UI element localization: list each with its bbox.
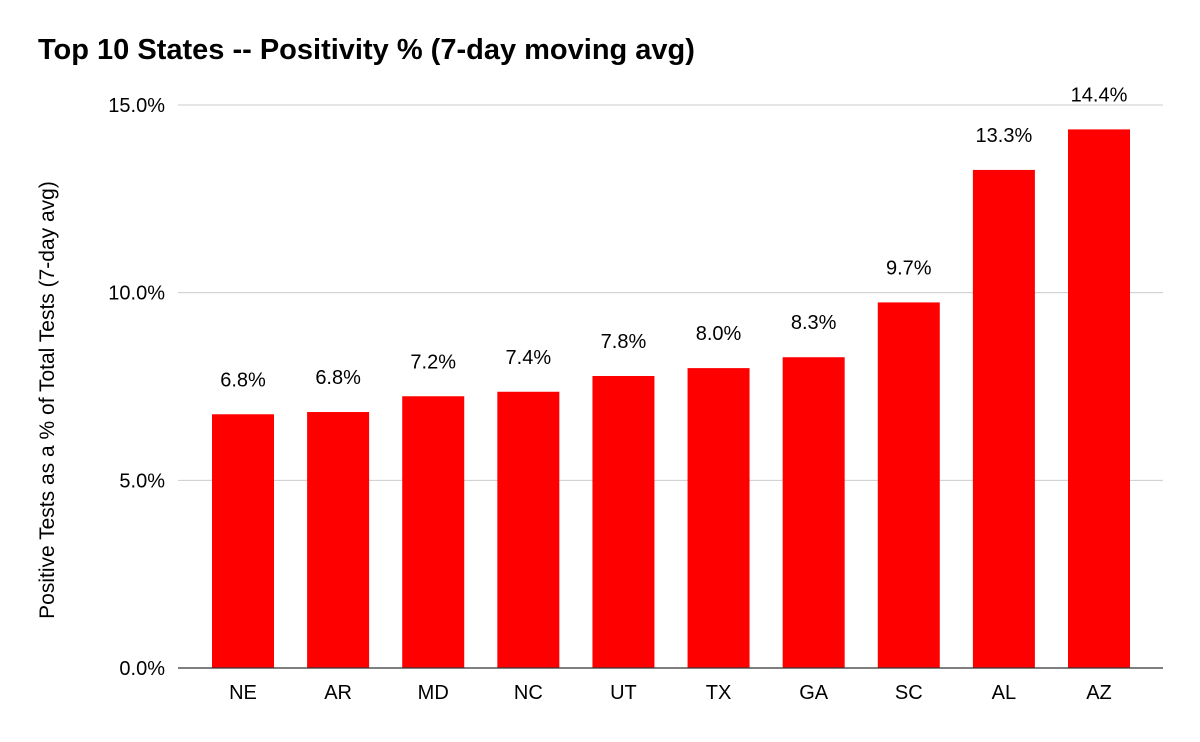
- bar-sc: [877, 302, 940, 668]
- data-label-nc: 7.4%: [506, 347, 552, 369]
- x-tick-label-az: AZ: [1086, 682, 1112, 704]
- data-label-ut: 7.8%: [601, 331, 647, 353]
- bar-ga: [782, 357, 845, 668]
- data-label-tx: 8.0%: [696, 323, 742, 345]
- chart-title: Top 10 States -- Positivity % (7-day mov…: [38, 34, 695, 66]
- y-tick-label: 5.0%: [119, 470, 165, 492]
- x-tick-label-md: MD: [418, 682, 449, 704]
- data-label-ar: 6.8%: [315, 367, 361, 389]
- bar-ut: [592, 375, 655, 668]
- bar-tx: [687, 368, 750, 668]
- y-tick-label: 0.0%: [119, 658, 165, 680]
- y-tick-label: 10.0%: [108, 283, 165, 305]
- data-label-md: 7.2%: [410, 351, 456, 373]
- x-tick-label-ar: AR: [324, 682, 352, 704]
- x-tick-label-nc: NC: [514, 682, 543, 704]
- bar-al: [972, 169, 1035, 668]
- x-tick-label-al: AL: [992, 682, 1016, 704]
- bars: [212, 129, 1130, 668]
- x-tick-label-ut: UT: [610, 682, 637, 704]
- x-tick-label-ne: NE: [229, 682, 257, 704]
- data-label-ne: 6.8%: [220, 369, 266, 391]
- bar-ne: [212, 414, 274, 668]
- data-label-sc: 9.7%: [886, 257, 932, 279]
- data-label-ga: 8.3%: [791, 312, 837, 334]
- y-axis-ticks: 0.0% 5.0% 10.0% 15.0%: [108, 95, 165, 680]
- bar-md: [402, 396, 465, 668]
- bar-nc: [497, 391, 560, 668]
- x-tick-label-sc: SC: [895, 682, 923, 704]
- data-label-al: 13.3%: [976, 125, 1033, 147]
- x-tick-label-tx: TX: [706, 682, 732, 704]
- data-labels: 6.8% 6.8% 7.2% 7.4% 7.8% 8.0% 8.3% 9.7% 13.3% 14.…: [220, 84, 1127, 391]
- bar-ar: [307, 412, 370, 668]
- bar-az: [1068, 129, 1130, 668]
- y-tick-label: 15.0%: [108, 95, 165, 117]
- x-axis-ticks: NE AR MD NC UT TX GA SC AL AZ: [229, 682, 1112, 704]
- x-tick-label-ga: GA: [799, 682, 829, 704]
- data-label-az: 14.4%: [1071, 84, 1128, 106]
